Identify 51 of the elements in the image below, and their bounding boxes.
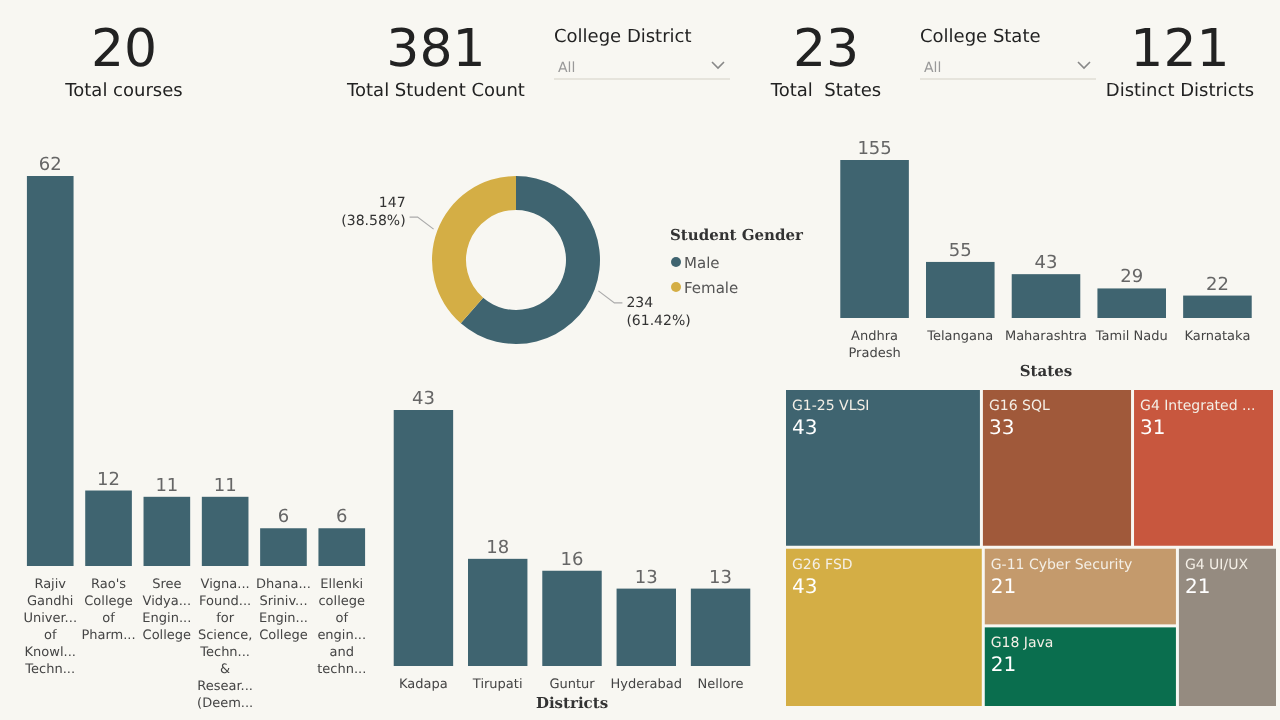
donut-slice xyxy=(432,176,516,324)
data-label: 18 xyxy=(486,538,510,559)
text: Total States xyxy=(768,82,882,102)
data-label: 62 xyxy=(38,156,62,176)
bar xyxy=(260,528,307,566)
bar xyxy=(616,588,676,666)
data-label: 12 xyxy=(97,470,120,491)
data-label: 33 xyxy=(988,418,1015,440)
data-label: 155 xyxy=(857,140,892,160)
data-label: 13 xyxy=(709,568,733,589)
bar xyxy=(542,570,602,666)
data-label: 55 xyxy=(948,241,972,262)
bar xyxy=(926,261,995,318)
bar xyxy=(85,490,132,566)
data-label: 29 xyxy=(1120,268,1144,289)
donut-slice xyxy=(460,176,600,344)
text: College District xyxy=(554,28,693,48)
text: 121 xyxy=(1130,20,1230,80)
data-label: 21 xyxy=(1184,576,1211,599)
data-label: 22 xyxy=(1205,275,1229,296)
data-label: 43 xyxy=(411,390,435,410)
text: Total Student Count xyxy=(345,82,526,102)
bar xyxy=(201,496,249,566)
data-label: 6 xyxy=(336,508,349,529)
data-label: 6 xyxy=(277,508,290,529)
data-label: 31 xyxy=(1140,418,1166,440)
text: 20 xyxy=(90,20,158,80)
bar xyxy=(468,558,528,666)
data-label: 21 xyxy=(990,655,1017,678)
data-label: 16 xyxy=(560,550,584,571)
bar xyxy=(143,496,191,566)
data-label: 43 xyxy=(792,576,818,599)
text: Distinct Districts xyxy=(1105,82,1255,102)
bar xyxy=(26,176,74,566)
data-label: 43 xyxy=(1034,254,1058,275)
bar xyxy=(393,410,454,666)
bar xyxy=(840,160,909,318)
bar xyxy=(1011,274,1081,318)
bar xyxy=(1097,288,1166,318)
text: College State xyxy=(920,28,1042,48)
data-label: 43 xyxy=(792,418,818,440)
text: Total courses xyxy=(63,82,184,102)
bar xyxy=(1183,295,1252,318)
bar xyxy=(318,528,366,566)
data-label: 13 xyxy=(634,568,658,589)
data-label: 11 xyxy=(213,476,237,497)
text: 23 xyxy=(792,20,860,80)
data-label: 21 xyxy=(990,576,1017,599)
bar xyxy=(690,588,751,666)
text: 381 xyxy=(386,20,486,80)
data-label: 11 xyxy=(155,476,179,497)
